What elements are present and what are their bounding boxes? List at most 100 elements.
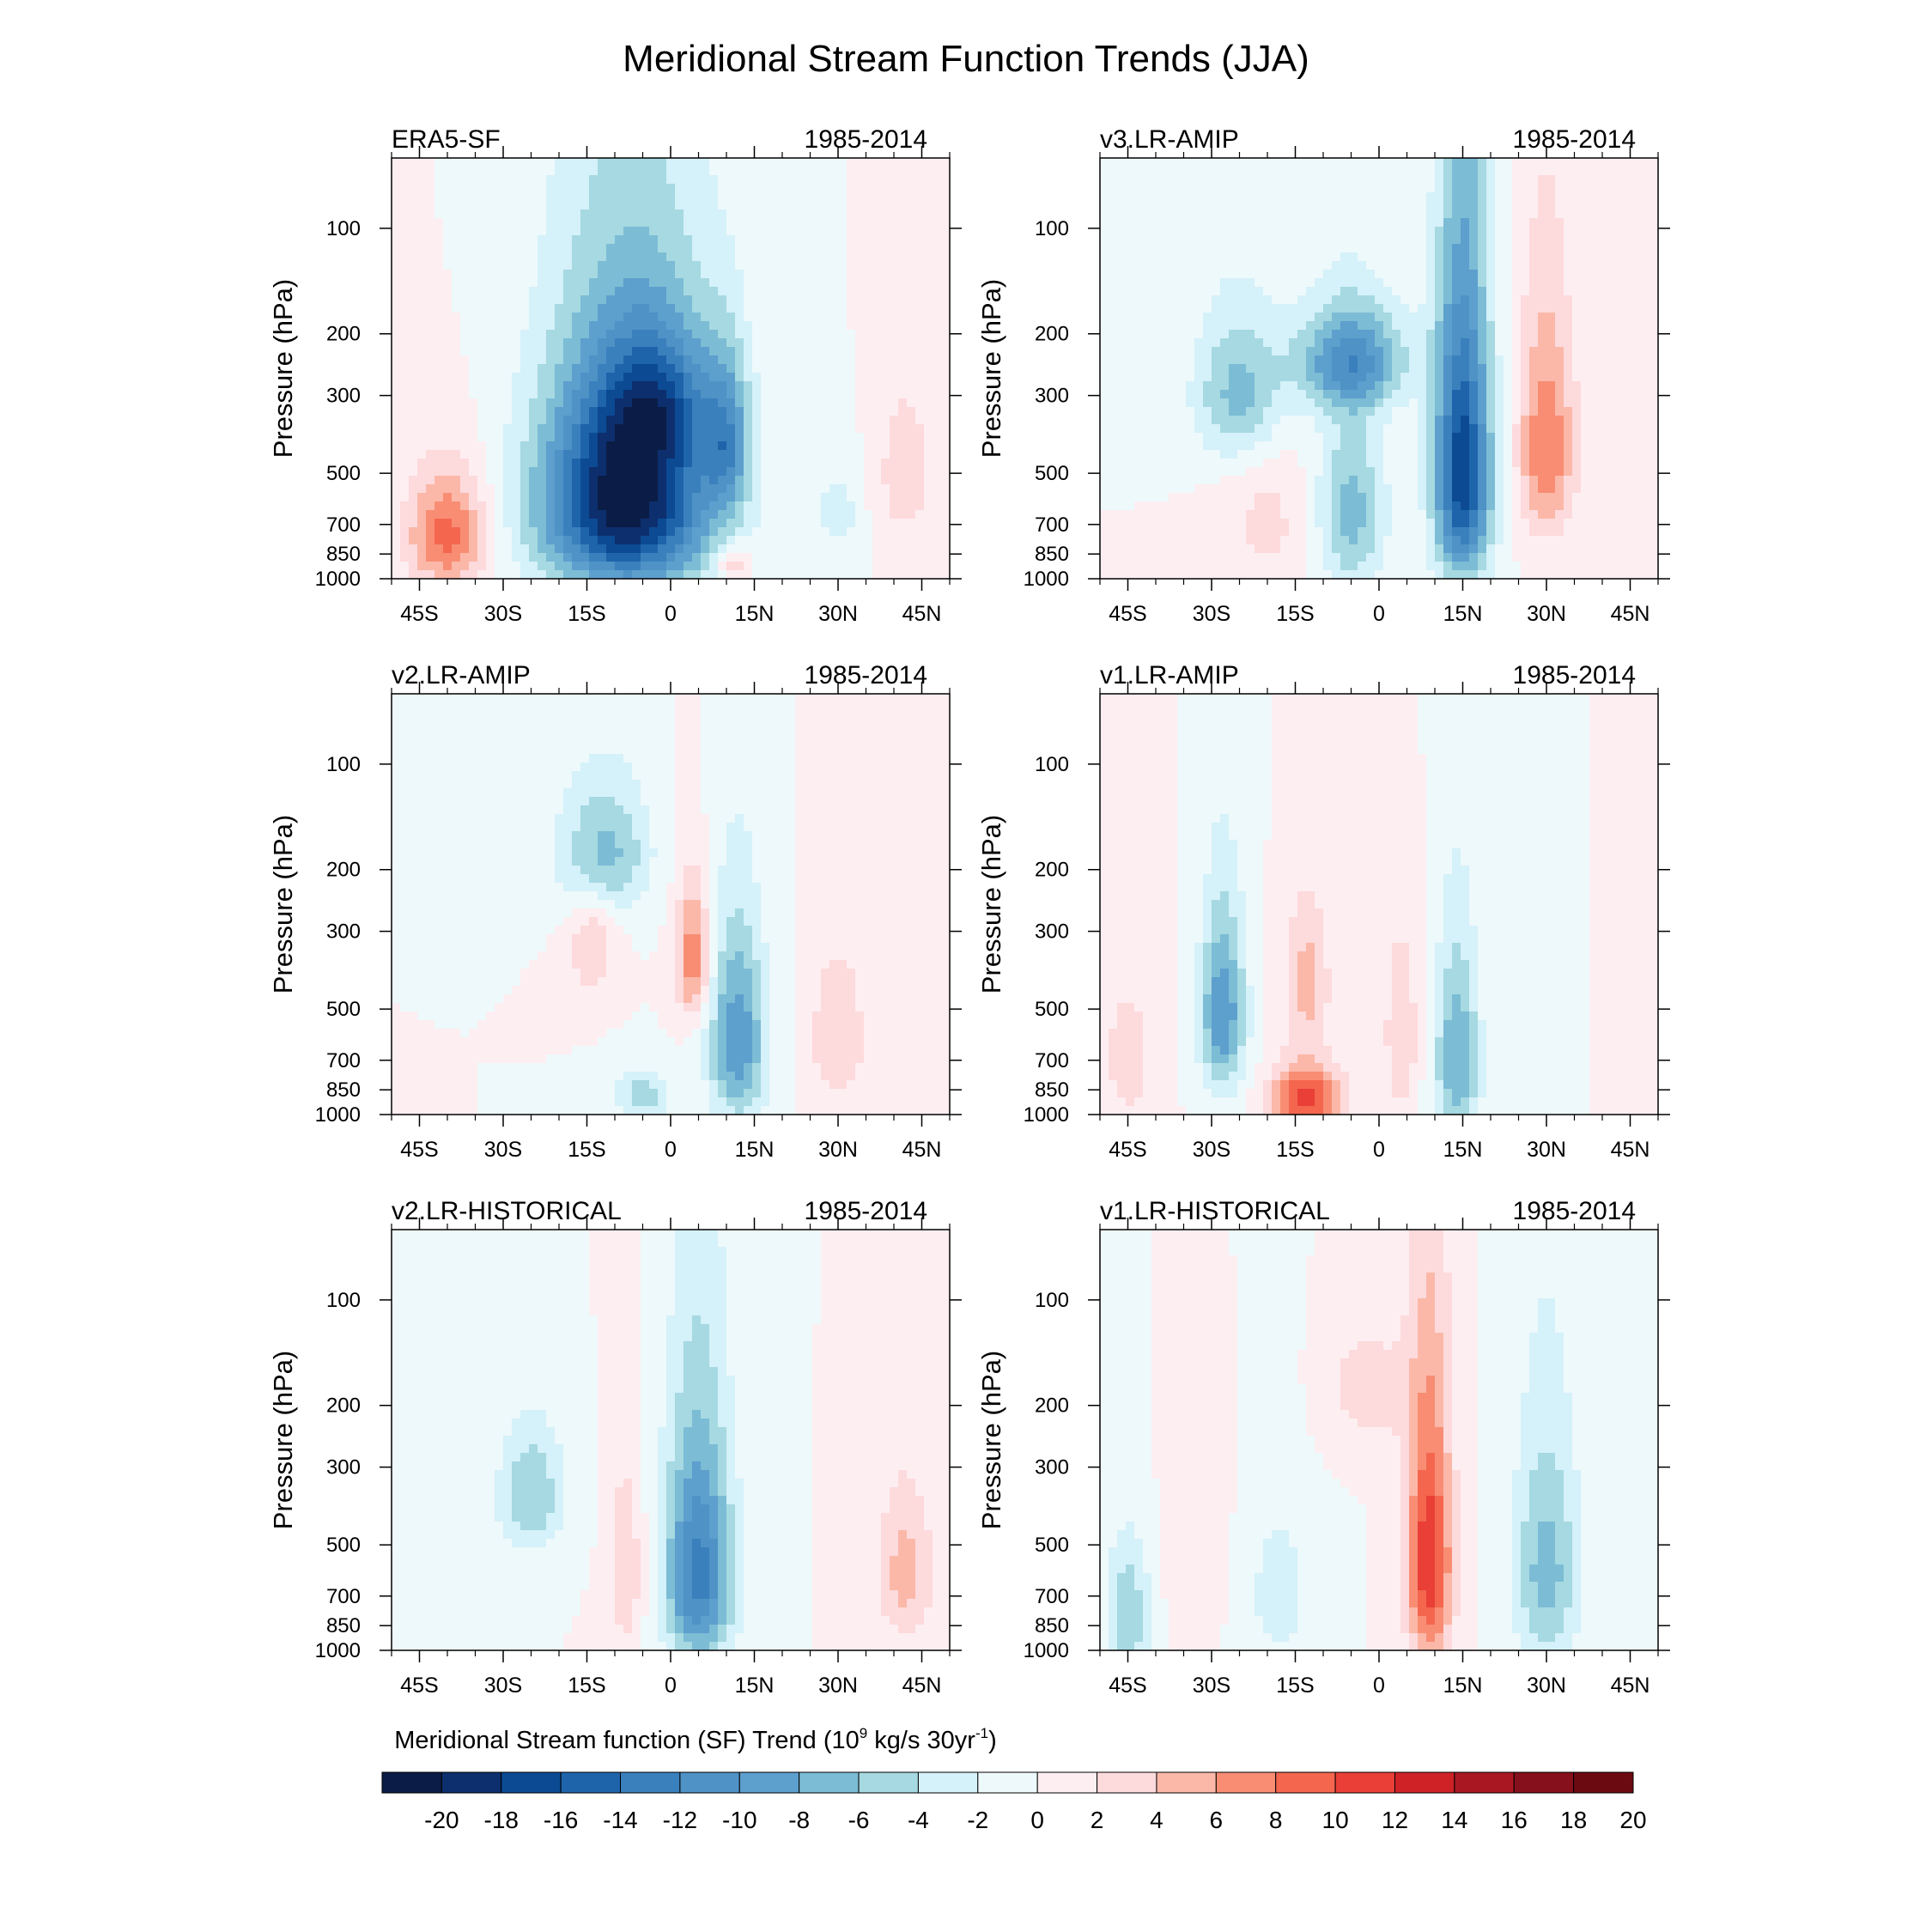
field-cell bbox=[666, 476, 676, 485]
field-cell bbox=[641, 184, 650, 193]
field-cell bbox=[392, 476, 401, 485]
field-cell bbox=[1186, 270, 1195, 279]
field-cell bbox=[709, 355, 719, 365]
field-cell bbox=[1143, 295, 1152, 305]
field-cell bbox=[769, 167, 779, 176]
field-cell bbox=[709, 244, 719, 253]
field-cell bbox=[666, 218, 676, 228]
field-cell bbox=[529, 433, 538, 442]
field-cell bbox=[1229, 347, 1238, 356]
field-cell bbox=[529, 381, 538, 391]
field-cell bbox=[701, 278, 710, 288]
field-cell bbox=[924, 424, 933, 434]
field-cell bbox=[1332, 167, 1341, 176]
field-cell bbox=[1220, 467, 1230, 477]
field-cell bbox=[1134, 295, 1144, 305]
field-cell bbox=[890, 278, 899, 288]
field-cell bbox=[615, 167, 624, 176]
field-cell bbox=[683, 433, 693, 442]
field-cell bbox=[460, 476, 470, 485]
field-cell bbox=[941, 347, 951, 356]
field-cell bbox=[1143, 227, 1152, 236]
field-cell bbox=[1212, 158, 1221, 167]
field-cell bbox=[1306, 295, 1315, 305]
field-cell bbox=[546, 519, 556, 528]
field-cell bbox=[744, 184, 753, 193]
field-cell bbox=[658, 295, 667, 305]
field-cell bbox=[890, 175, 899, 185]
field-cell bbox=[890, 570, 899, 580]
field-cell bbox=[1229, 476, 1238, 485]
field-cell bbox=[744, 433, 753, 442]
field-cell bbox=[804, 467, 813, 477]
field-cell bbox=[417, 235, 427, 245]
field-cell bbox=[1203, 459, 1212, 468]
field-cell bbox=[623, 321, 633, 331]
field-cell bbox=[829, 501, 839, 511]
field-cell bbox=[606, 544, 616, 554]
field-cell bbox=[1212, 321, 1221, 331]
field-cell bbox=[1289, 407, 1298, 416]
field-cell bbox=[1220, 398, 1230, 408]
field-cell bbox=[804, 252, 813, 262]
field-cell bbox=[855, 218, 865, 228]
field-cell bbox=[1306, 450, 1315, 459]
field-cell bbox=[1392, 570, 1401, 580]
field-cell bbox=[1375, 313, 1384, 322]
field-cell bbox=[649, 441, 659, 451]
field-cell bbox=[1169, 570, 1178, 580]
field-cell bbox=[1177, 261, 1187, 270]
field-cell bbox=[735, 330, 744, 339]
field-cell bbox=[1383, 287, 1393, 296]
field-cell bbox=[520, 416, 530, 425]
field-cell bbox=[434, 467, 444, 477]
field-cell bbox=[1297, 519, 1307, 528]
field-cell bbox=[1229, 201, 1238, 210]
field-cell bbox=[555, 304, 564, 313]
field-cell bbox=[778, 553, 787, 562]
field-cell bbox=[580, 527, 590, 537]
field-cell bbox=[1220, 536, 1230, 545]
field-cell bbox=[1332, 553, 1341, 562]
field-cell bbox=[1323, 553, 1333, 562]
field-cell bbox=[1349, 527, 1358, 537]
field-cell bbox=[701, 381, 710, 391]
field-cell bbox=[1358, 450, 1367, 459]
field-cell bbox=[709, 467, 719, 477]
field-cell bbox=[898, 484, 908, 494]
field-cell bbox=[1280, 433, 1290, 442]
field-cell bbox=[1289, 304, 1298, 313]
field-cell bbox=[1229, 493, 1238, 502]
field-cell bbox=[409, 347, 418, 356]
field-cell bbox=[555, 510, 564, 519]
field-cell bbox=[1366, 355, 1376, 365]
field-cell bbox=[701, 167, 710, 176]
x-tick-label: 45N bbox=[902, 602, 942, 626]
field-cell bbox=[1246, 390, 1255, 399]
x-tick-label: 15N bbox=[735, 602, 775, 626]
field-cell bbox=[529, 493, 538, 502]
field-cell bbox=[898, 562, 908, 571]
field-cell bbox=[1315, 416, 1324, 425]
field-cell bbox=[1392, 167, 1401, 176]
field-cell bbox=[1126, 184, 1135, 193]
field-cell bbox=[1160, 459, 1170, 468]
field-cell bbox=[623, 175, 633, 185]
field-cell bbox=[675, 184, 684, 193]
field-cell bbox=[1220, 562, 1230, 571]
field-cell bbox=[503, 501, 513, 511]
field-cell bbox=[804, 570, 813, 580]
field-cell bbox=[1255, 373, 1264, 382]
field-cell bbox=[1109, 450, 1118, 459]
field-cell bbox=[572, 536, 581, 545]
field-cell bbox=[1383, 175, 1393, 185]
field-cell bbox=[409, 338, 418, 348]
field-cell bbox=[1306, 184, 1315, 193]
field-cell bbox=[1315, 433, 1324, 442]
field-cell bbox=[726, 544, 736, 554]
field-cell bbox=[1160, 519, 1170, 528]
field-cell bbox=[1186, 544, 1195, 554]
field-cell bbox=[1323, 330, 1333, 339]
field-cell bbox=[890, 167, 899, 176]
field-cell bbox=[1332, 476, 1341, 485]
